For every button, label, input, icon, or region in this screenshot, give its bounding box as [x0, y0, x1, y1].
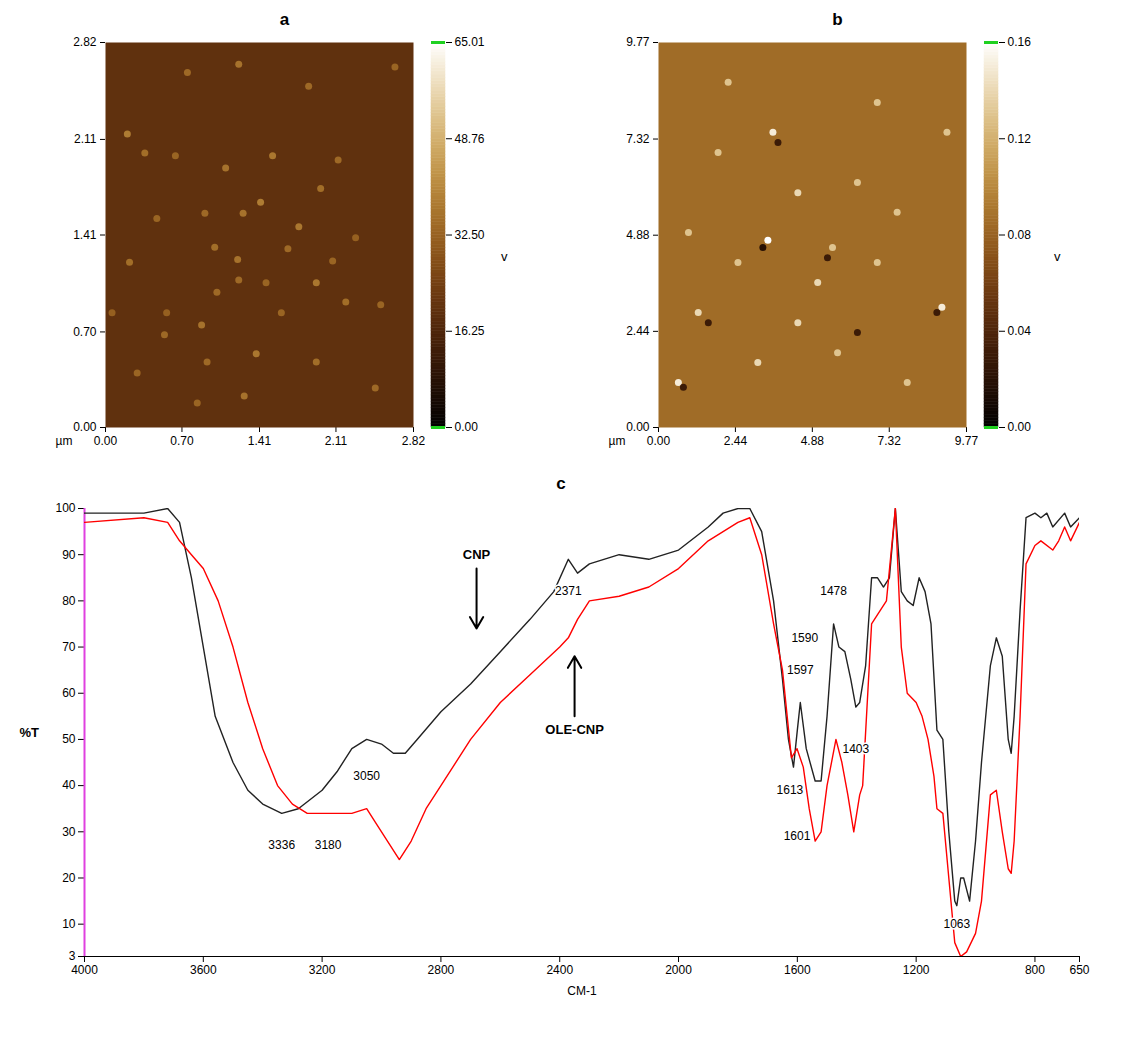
svg-text:4.88: 4.88 — [626, 228, 650, 242]
svg-text:1601: 1601 — [783, 829, 810, 843]
svg-text:0.70: 0.70 — [73, 325, 97, 339]
svg-text:0.08: 0.08 — [1007, 228, 1031, 242]
svg-text:CM-1: CM-1 — [567, 984, 597, 998]
svg-text:0.00: 0.00 — [93, 434, 117, 448]
svg-text:µm: µm — [55, 434, 72, 448]
svg-text:3600: 3600 — [189, 963, 216, 977]
svg-text:30: 30 — [62, 825, 76, 839]
svg-text:7.32: 7.32 — [877, 434, 901, 448]
html-text:b: b — [832, 10, 843, 29]
svg-text:1590: 1590 — [791, 631, 818, 645]
svg-text:v: v — [501, 249, 508, 264]
svg-text:3200: 3200 — [308, 963, 335, 977]
svg-text:1.41: 1.41 — [247, 434, 271, 448]
svg-text:10: 10 — [62, 917, 76, 931]
svg-text:CNP: CNP — [462, 547, 490, 562]
svg-text:0.70: 0.70 — [170, 434, 194, 448]
svg-text:1600: 1600 — [783, 963, 810, 977]
svg-text:2400: 2400 — [546, 963, 573, 977]
svg-text:1597: 1597 — [786, 663, 813, 677]
svg-text:80: 80 — [62, 594, 76, 608]
svg-text:4.88: 4.88 — [800, 434, 824, 448]
html-text:c: c — [556, 474, 566, 493]
svg-text:90: 90 — [62, 548, 76, 562]
svg-text:3180: 3180 — [314, 838, 341, 852]
svg-text:0.12: 0.12 — [1007, 132, 1031, 146]
svg-text:50: 50 — [62, 732, 76, 746]
svg-text:0.16: 0.16 — [1007, 35, 1031, 49]
svg-text:40: 40 — [62, 778, 76, 792]
svg-text:800: 800 — [1024, 963, 1044, 977]
svg-text:0.00: 0.00 — [73, 420, 97, 434]
svg-text:0.04: 0.04 — [1007, 324, 1031, 338]
svg-text:2371: 2371 — [554, 584, 581, 598]
svg-text:%T: %T — [19, 725, 39, 740]
svg-text:v: v — [1054, 249, 1061, 264]
svg-text:2.11: 2.11 — [74, 132, 97, 146]
svg-text:µm: µm — [608, 434, 625, 448]
svg-text:1200: 1200 — [902, 963, 929, 977]
svg-text:2.44: 2.44 — [723, 434, 747, 448]
svg-text:9.77: 9.77 — [626, 35, 650, 49]
svg-text:16.25: 16.25 — [454, 324, 484, 338]
svg-text:1613: 1613 — [776, 783, 803, 797]
html-text:a: a — [279, 10, 290, 29]
svg-text:2.82: 2.82 — [73, 35, 97, 49]
svg-text:4000: 4000 — [71, 963, 98, 977]
svg-text:2800: 2800 — [427, 963, 454, 977]
svg-text:48.76: 48.76 — [454, 132, 484, 146]
svg-text:60: 60 — [62, 686, 76, 700]
svg-text:2.11: 2.11 — [324, 434, 347, 448]
svg-text:3050: 3050 — [353, 769, 380, 783]
svg-text:20: 20 — [62, 871, 76, 885]
svg-text:0.00: 0.00 — [646, 434, 670, 448]
svg-text:2.44: 2.44 — [626, 324, 650, 338]
svg-text:3: 3 — [68, 949, 75, 963]
svg-text:1403: 1403 — [842, 742, 869, 756]
svg-text:1478: 1478 — [820, 584, 847, 598]
svg-text:65.01: 65.01 — [454, 35, 484, 49]
svg-text:OLE-CNP: OLE-CNP — [545, 722, 604, 737]
svg-text:0.00: 0.00 — [454, 420, 478, 434]
svg-text:32.50: 32.50 — [454, 228, 484, 242]
svg-text:2.82: 2.82 — [401, 434, 424, 448]
svg-text:1.41: 1.41 — [73, 228, 97, 242]
svg-text:2000: 2000 — [665, 963, 692, 977]
svg-text:0.00: 0.00 — [1007, 420, 1031, 434]
svg-text:9.77: 9.77 — [954, 434, 977, 448]
svg-text:70: 70 — [62, 640, 76, 654]
svg-text:650: 650 — [1069, 963, 1089, 977]
svg-text:3336: 3336 — [268, 838, 295, 852]
svg-text:7.32: 7.32 — [626, 132, 650, 146]
svg-text:100: 100 — [55, 501, 75, 515]
svg-text:0.00: 0.00 — [626, 420, 650, 434]
svg-text:1063: 1063 — [943, 917, 970, 931]
